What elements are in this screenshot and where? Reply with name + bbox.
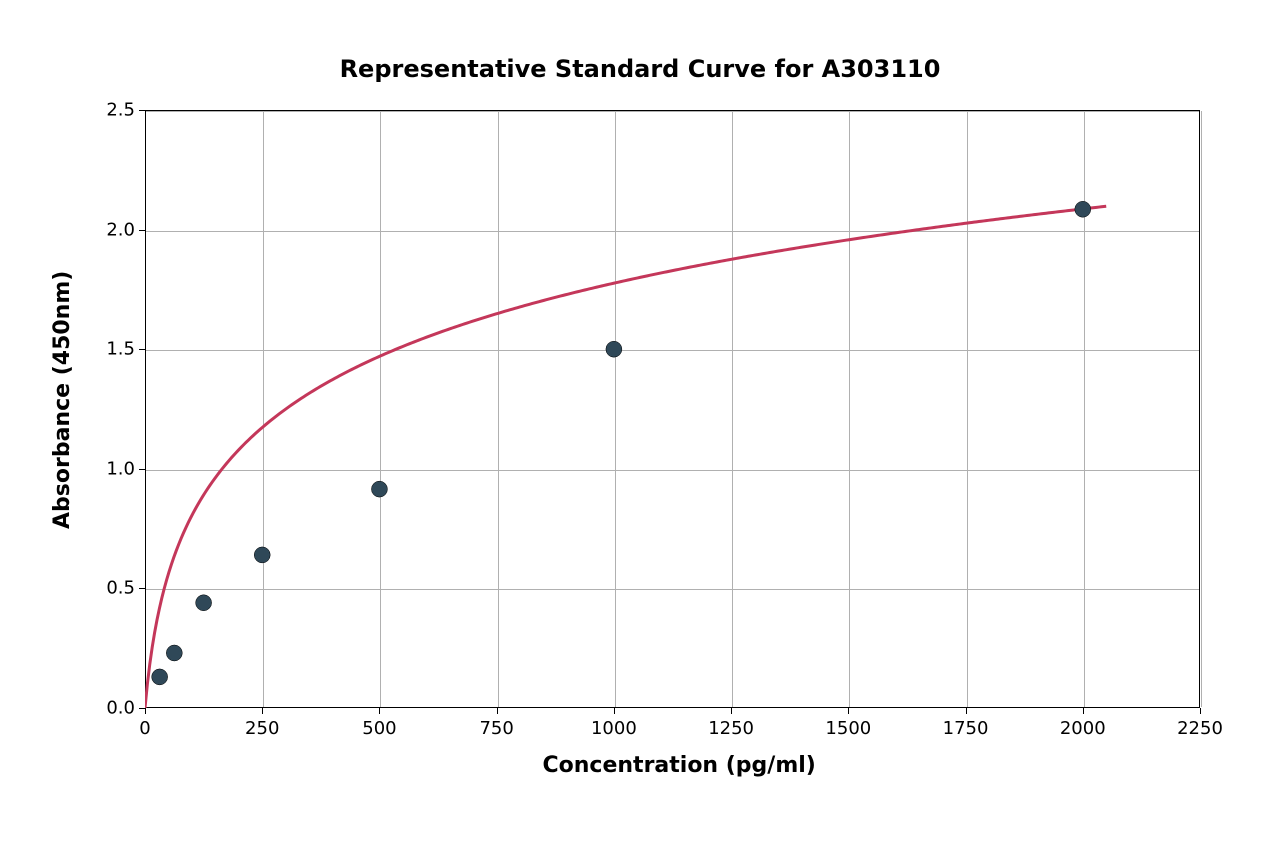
x-tick-label: 2250: [1177, 718, 1223, 739]
y-tick-label: 0.0: [100, 698, 135, 719]
x-tick: [848, 708, 849, 714]
gridline-vertical: [615, 111, 616, 707]
y-tick-label: 1.5: [100, 339, 135, 360]
x-tick-label: 250: [245, 718, 279, 739]
x-tick: [1083, 708, 1084, 714]
gridline-horizontal: [146, 231, 1199, 232]
chart-title: Representative Standard Curve for A30311…: [0, 55, 1280, 83]
x-tick-label: 1750: [943, 718, 989, 739]
y-tick-label: 2.5: [100, 100, 135, 121]
x-tick: [1200, 708, 1201, 714]
y-tick: [139, 349, 145, 350]
y-tick-label: 1.0: [100, 458, 135, 479]
x-tick: [262, 708, 263, 714]
x-tick: [966, 708, 967, 714]
gridline-horizontal: [146, 589, 1199, 590]
x-tick: [731, 708, 732, 714]
y-tick: [139, 110, 145, 111]
plot-area: [145, 110, 1200, 708]
y-axis-label: Absorbance (450nm): [50, 271, 75, 529]
x-tick: [497, 708, 498, 714]
y-tick-label: 0.5: [100, 578, 135, 599]
x-tick-label: 2000: [1060, 718, 1106, 739]
y-tick-label: 2.0: [100, 219, 135, 240]
gridline-horizontal: [146, 350, 1199, 351]
x-tick: [379, 708, 380, 714]
gridline-vertical: [498, 111, 499, 707]
gridline-horizontal: [146, 111, 1199, 112]
gridline-vertical: [380, 111, 381, 707]
x-tick: [614, 708, 615, 714]
y-tick: [139, 469, 145, 470]
y-tick: [139, 230, 145, 231]
gridline-vertical: [732, 111, 733, 707]
y-tick: [139, 588, 145, 589]
gridline-vertical: [1201, 111, 1202, 707]
chart-container: Representative Standard Curve for A30311…: [0, 0, 1280, 845]
y-tick: [139, 708, 145, 709]
x-tick-label: 1000: [591, 718, 637, 739]
x-tick-label: 500: [362, 718, 396, 739]
gridline-horizontal: [146, 470, 1199, 471]
x-axis-label: Concentration (pg/ml): [543, 753, 816, 778]
x-tick-label: 1500: [825, 718, 871, 739]
gridline-vertical: [849, 111, 850, 707]
x-tick: [145, 708, 146, 714]
gridline-vertical: [967, 111, 968, 707]
x-tick-label: 750: [479, 718, 513, 739]
gridline-vertical: [1084, 111, 1085, 707]
x-tick-label: 1250: [708, 718, 754, 739]
gridline-vertical: [263, 111, 264, 707]
x-tick-label: 0: [139, 718, 150, 739]
